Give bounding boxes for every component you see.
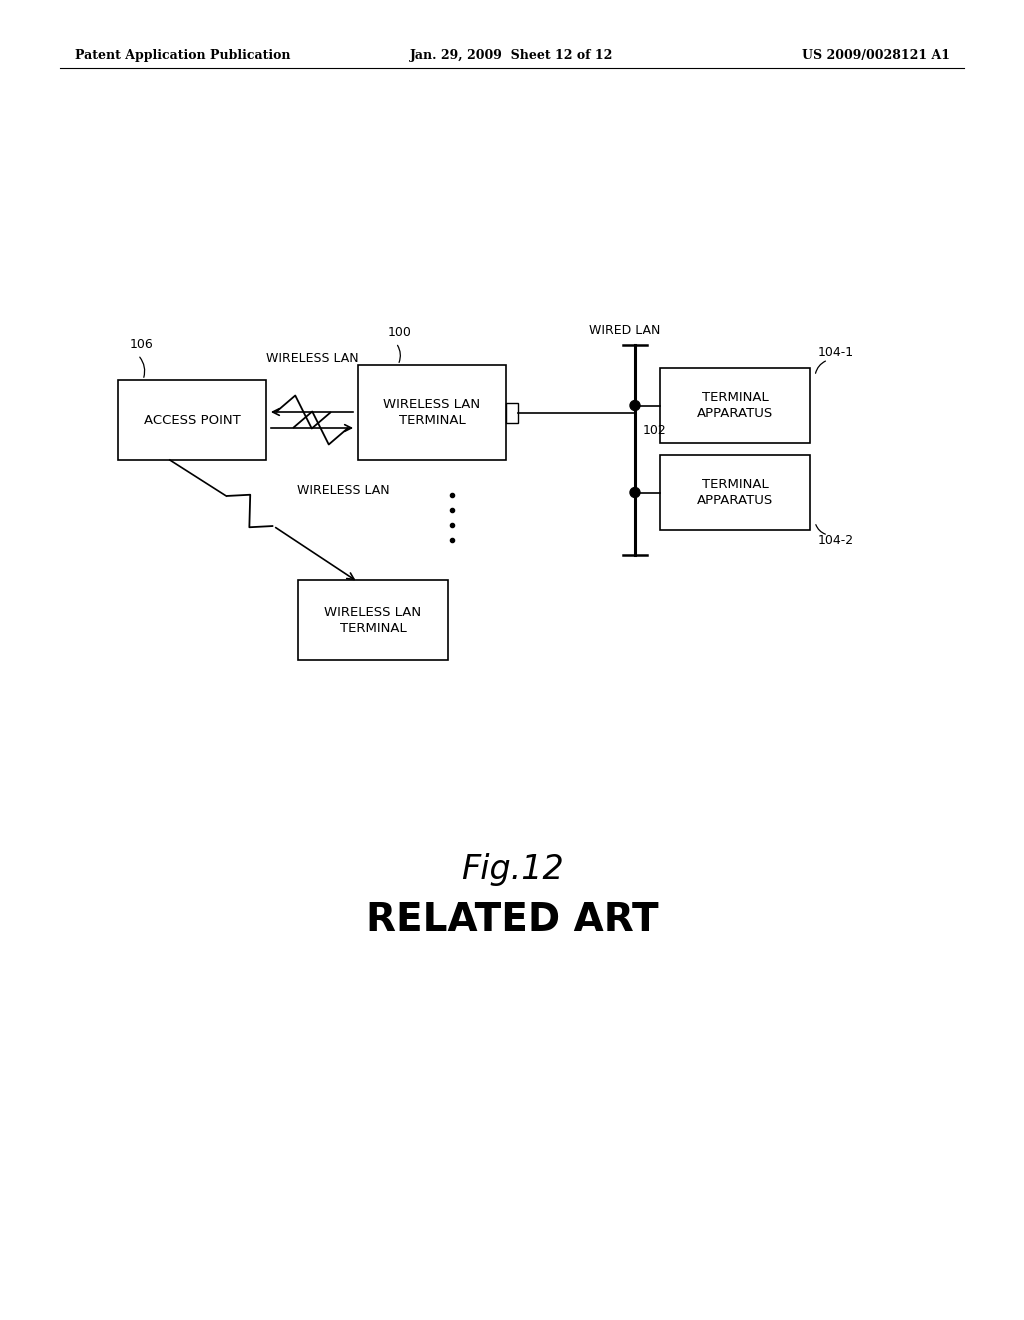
Bar <box>358 366 506 459</box>
Circle shape <box>630 487 640 498</box>
Text: WIRELESS LAN
TERMINAL: WIRELESS LAN TERMINAL <box>383 399 480 426</box>
Bar <box>118 380 266 459</box>
Bar <box>660 455 810 531</box>
Text: WIRED LAN: WIRED LAN <box>590 323 660 337</box>
Text: 100: 100 <box>388 326 412 339</box>
Text: WIRELESS LAN
TERMINAL: WIRELESS LAN TERMINAL <box>325 606 422 635</box>
Text: 106: 106 <box>130 338 154 351</box>
Bar <box>660 368 810 444</box>
Circle shape <box>630 400 640 411</box>
Text: US 2009/0028121 A1: US 2009/0028121 A1 <box>802 49 950 62</box>
Text: TERMINAL
APPARATUS: TERMINAL APPARATUS <box>697 478 773 507</box>
Text: Fig.12: Fig.12 <box>461 854 563 887</box>
Text: 104-1: 104-1 <box>818 346 854 359</box>
Text: TERMINAL
APPARATUS: TERMINAL APPARATUS <box>697 391 773 420</box>
Bar <box>298 579 449 660</box>
Bar <box>506 403 518 422</box>
Text: Jan. 29, 2009  Sheet 12 of 12: Jan. 29, 2009 Sheet 12 of 12 <box>411 49 613 62</box>
Text: 102: 102 <box>643 424 667 437</box>
Text: RELATED ART: RELATED ART <box>366 902 658 939</box>
Text: Patent Application Publication: Patent Application Publication <box>75 49 291 62</box>
Text: WIRELESS LAN: WIRELESS LAN <box>265 351 358 364</box>
Text: 104-2: 104-2 <box>818 533 854 546</box>
Text: ACCESS POINT: ACCESS POINT <box>143 413 241 426</box>
Text: WIRELESS LAN: WIRELESS LAN <box>297 484 389 498</box>
